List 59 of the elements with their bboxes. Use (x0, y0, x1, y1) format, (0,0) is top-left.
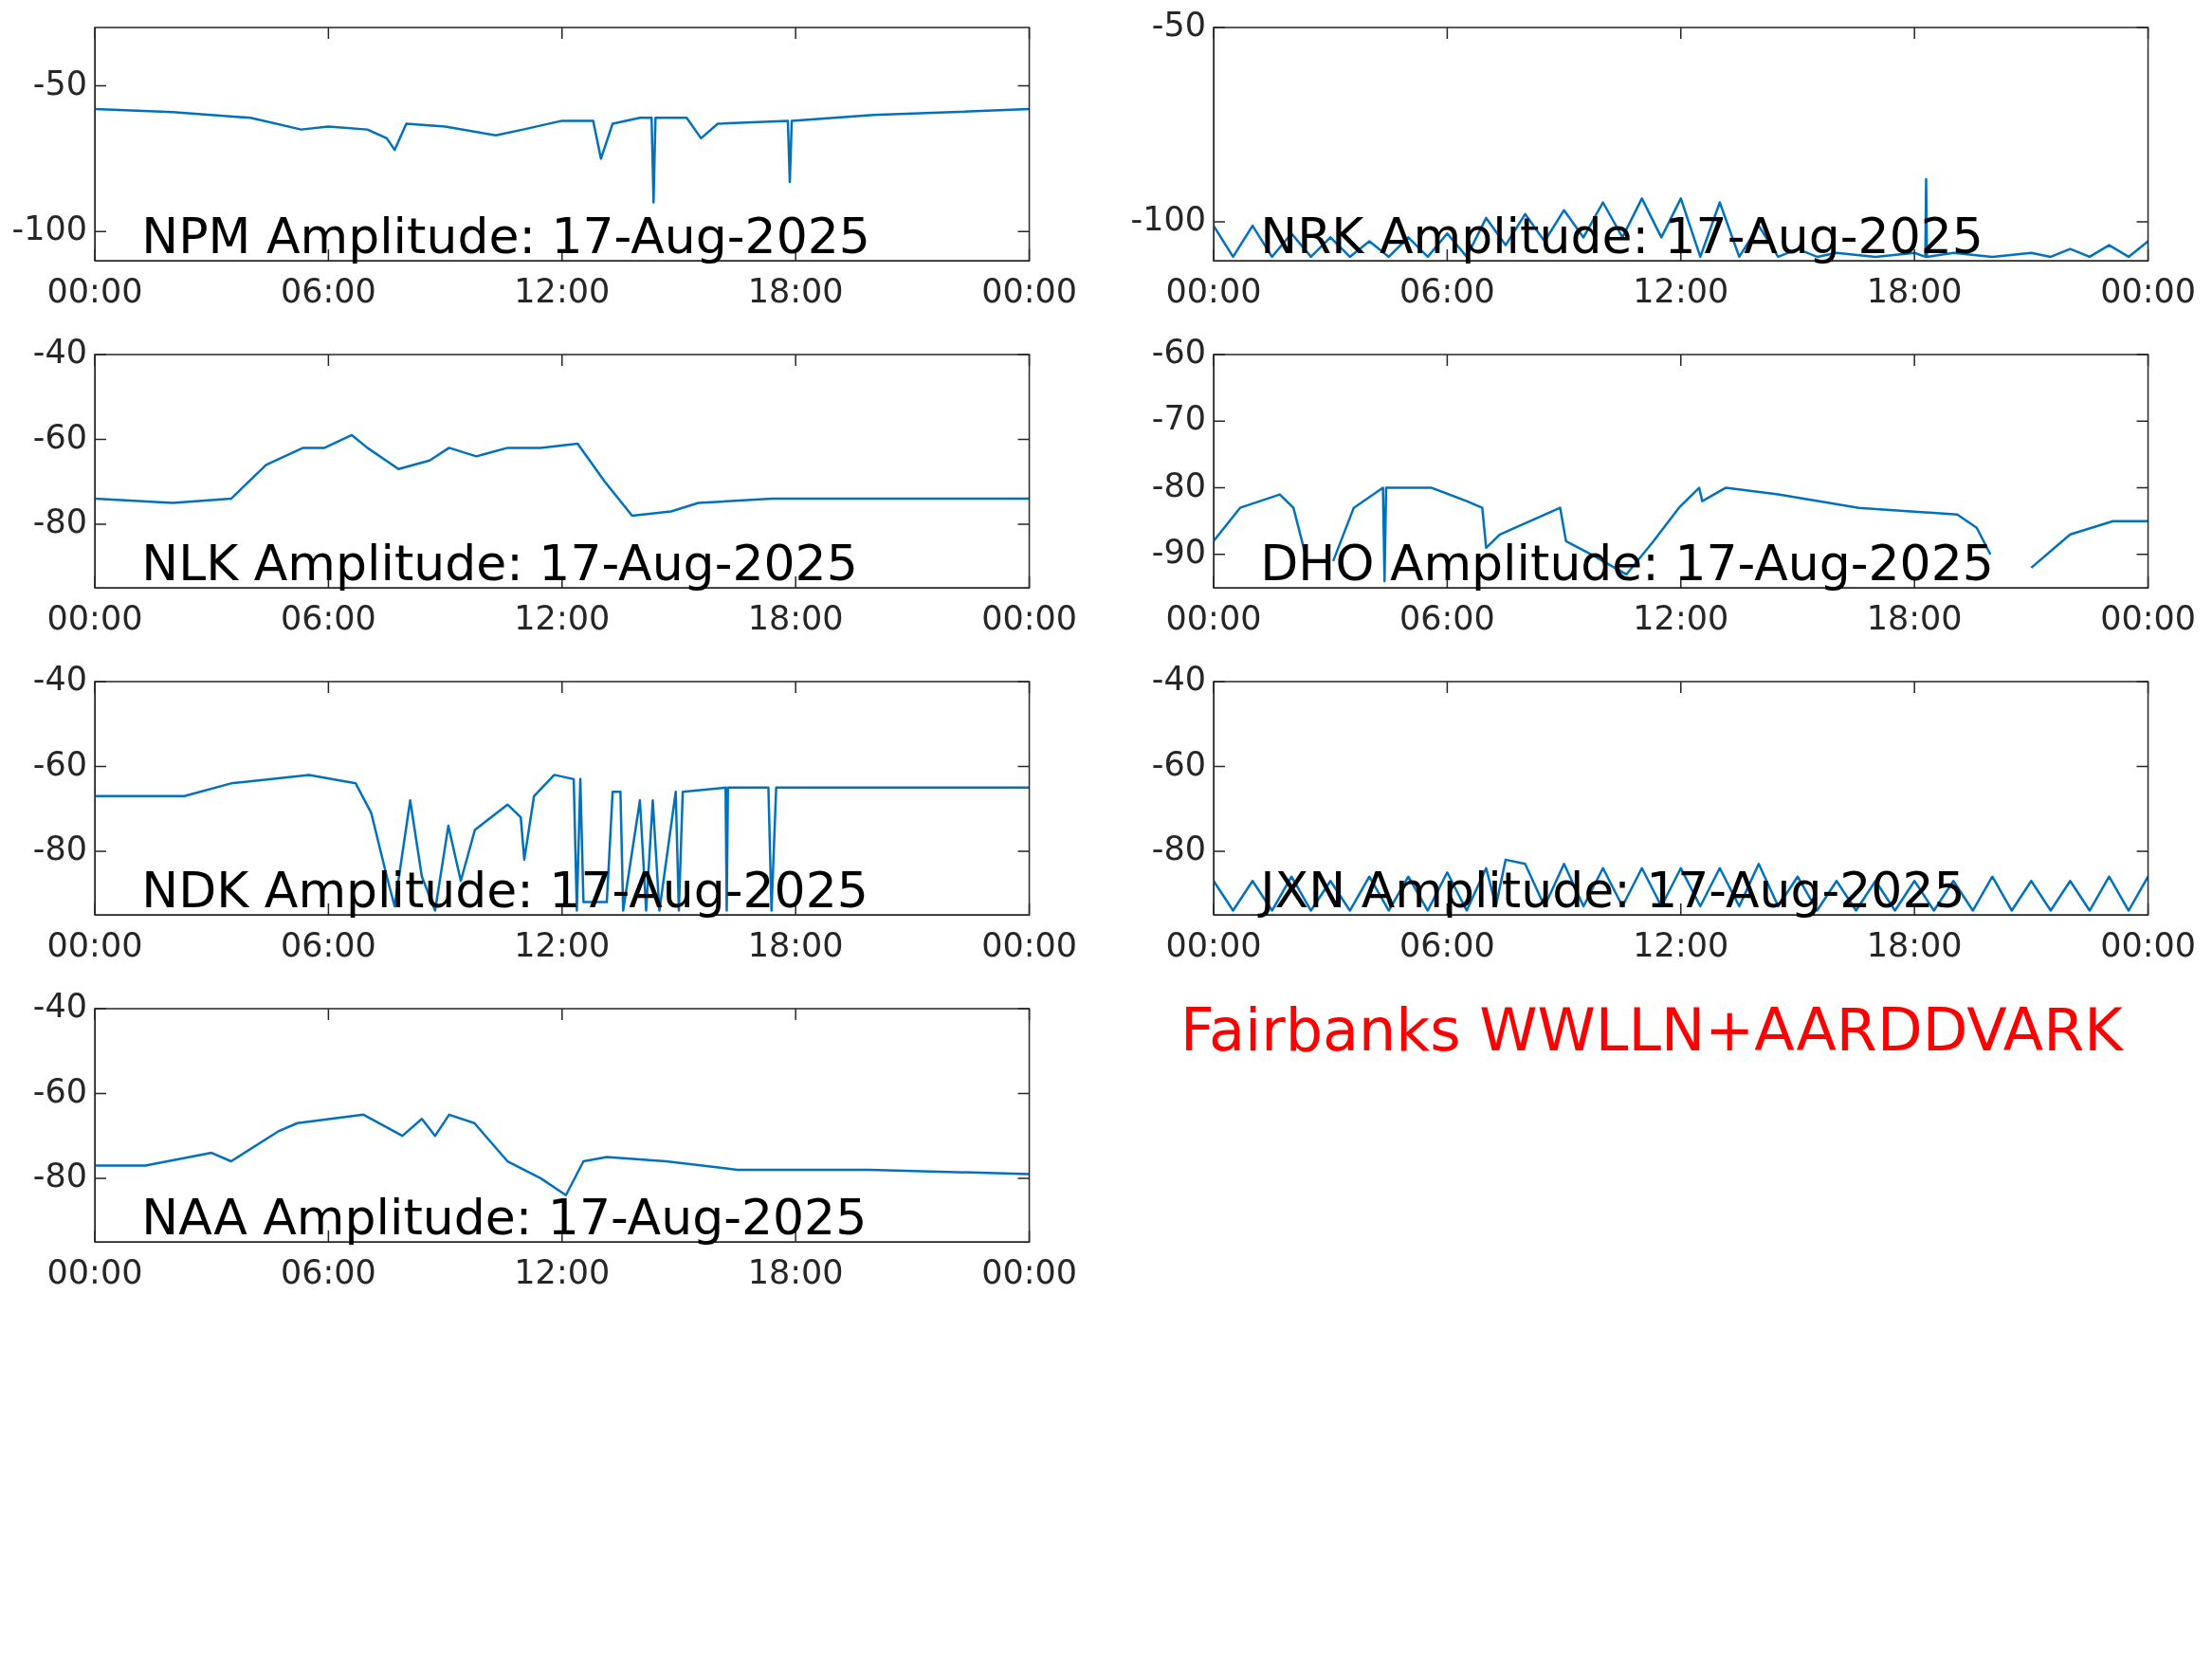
y-tick-label: -80 (32, 830, 87, 867)
x-tick-label: 12:00 (514, 1253, 611, 1292)
y-tick-label: -80 (32, 1157, 87, 1194)
y-tick-label: -60 (32, 1071, 87, 1110)
x-tick-label: 06:00 (1398, 926, 1495, 965)
y-tick-label: -60 (32, 417, 87, 456)
x-tick-label: 12:00 (1633, 599, 1729, 638)
x-tick-label: 00:00 (46, 926, 143, 965)
x-tick-label: 18:00 (747, 926, 844, 965)
text: Fairbanks WWLLN+AARDDVARK (1180, 995, 2123, 1065)
x-tick-label: 12:00 (514, 272, 611, 311)
x-tick-label: 06:00 (280, 926, 376, 965)
x-tick-label: 00:00 (1165, 926, 1262, 965)
y-tick-label: -70 (1151, 399, 1206, 438)
y-tick-label: -50 (1151, 6, 1206, 45)
y-tick-label: -100 (11, 210, 87, 248)
y-tick-label: -40 (32, 987, 87, 1026)
y-tick-label: -40 (32, 333, 87, 372)
x-tick-label: 18:00 (1866, 599, 1963, 638)
x-tick-label: 00:00 (1165, 599, 1262, 638)
y-tick-label: -60 (1151, 333, 1206, 372)
x-tick-label: 06:00 (280, 599, 376, 638)
x-tick-label: 18:00 (1866, 272, 1963, 311)
x-tick-label: 18:00 (747, 599, 844, 638)
x-tick-label: 00:00 (981, 599, 1078, 638)
y-tick-label: -60 (32, 744, 87, 783)
y-tick-label: -80 (1151, 830, 1206, 867)
y-tick-label: -50 (32, 64, 87, 102)
x-tick-label: 06:00 (280, 272, 376, 311)
x-tick-label: 00:00 (2100, 926, 2197, 965)
y-tick-label: -80 (1151, 465, 1206, 504)
x-tick-label: 12:00 (514, 926, 611, 965)
y-tick-label: -40 (32, 660, 87, 699)
x-tick-label: 06:00 (280, 1253, 376, 1292)
x-tick-label: 00:00 (46, 272, 143, 311)
x-tick-label: 12:00 (514, 599, 611, 638)
x-tick-label: 00:00 (981, 926, 1078, 965)
x-tick-label: 00:00 (1165, 272, 1262, 311)
x-tick-label: 00:00 (46, 1253, 143, 1292)
y-tick-label: -90 (1151, 532, 1206, 571)
x-tick-label: 00:00 (981, 1253, 1078, 1292)
x-tick-label: 00:00 (2100, 599, 2197, 638)
y-tick-label: -80 (32, 502, 87, 540)
y-tick-label: -100 (1130, 200, 1206, 239)
y-tick-label: -40 (1151, 660, 1206, 699)
x-tick-label: 12:00 (1633, 272, 1729, 311)
x-tick-label: 18:00 (747, 272, 844, 311)
x-tick-label: 18:00 (1866, 926, 1963, 965)
x-tick-label: 06:00 (1398, 272, 1495, 311)
x-tick-label: 06:00 (1398, 599, 1495, 638)
x-tick-label: 00:00 (2100, 272, 2197, 311)
y-tick-label: -60 (1151, 744, 1206, 783)
text: NAA Amplitude: 17-Aug-2025 (141, 1189, 868, 1246)
x-tick-label: 00:00 (46, 599, 143, 638)
text: NLK Amplitude: 17-Aug-2025 (141, 535, 858, 592)
x-tick-label: 12:00 (1633, 926, 1729, 965)
text: NPM Amplitude: 17-Aug-2025 (141, 208, 870, 264)
x-tick-label: 00:00 (981, 272, 1078, 311)
x-tick-label: 18:00 (747, 1253, 844, 1292)
